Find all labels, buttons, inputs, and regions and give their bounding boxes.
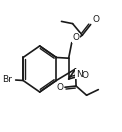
Text: O: O bbox=[92, 15, 99, 24]
Text: O: O bbox=[82, 71, 89, 80]
Text: O: O bbox=[56, 83, 63, 92]
Text: Br: Br bbox=[2, 75, 12, 84]
Text: O: O bbox=[73, 33, 80, 42]
Text: N: N bbox=[76, 70, 82, 79]
